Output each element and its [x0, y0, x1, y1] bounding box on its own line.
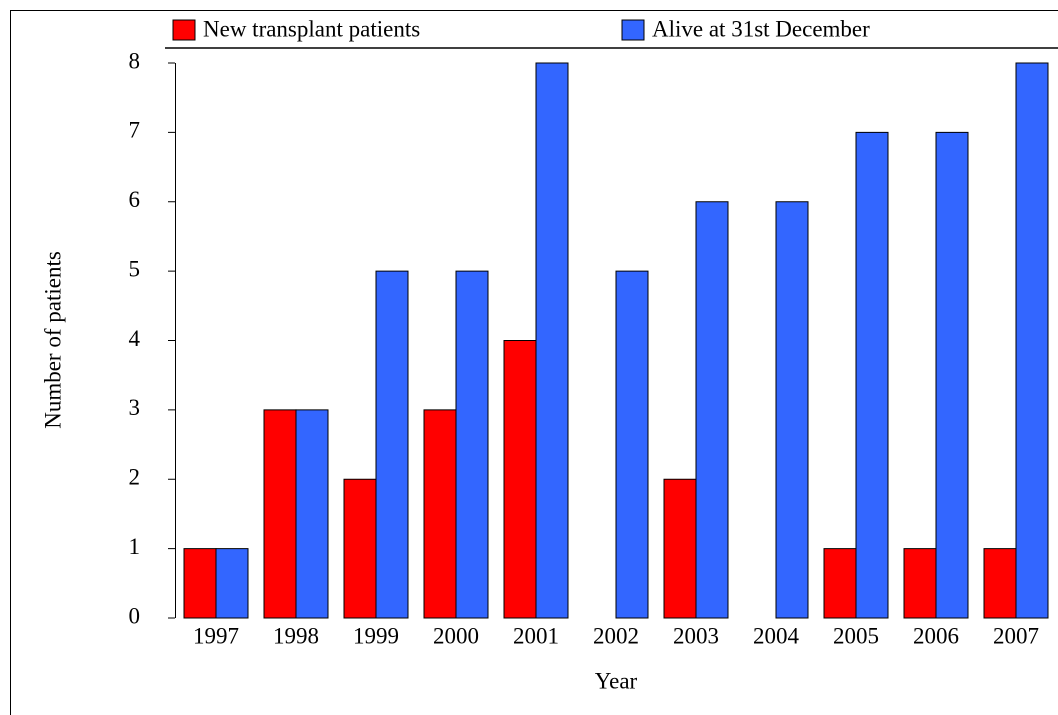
bar [935, 131, 969, 619]
y-tick-label: 7 [129, 118, 141, 143]
legend-label: New transplant patients [203, 16, 420, 41]
y-tick-label: 6 [129, 187, 141, 212]
x-axis-label: Year [595, 668, 638, 693]
y-tick-label: 3 [129, 395, 141, 420]
bar [855, 131, 889, 619]
bar [215, 548, 249, 619]
y-tick-label: 8 [129, 48, 141, 73]
bar [183, 548, 217, 619]
x-tick-label: 2004 [753, 623, 800, 648]
legend-swatch [172, 19, 196, 41]
bar [663, 478, 697, 619]
bar [823, 548, 857, 619]
bar [343, 478, 377, 619]
x-tick-label: 2007 [993, 623, 1039, 648]
x-tick-label: 1999 [353, 623, 399, 648]
bar [695, 201, 729, 619]
y-tick-label: 1 [129, 534, 141, 559]
bar [983, 548, 1017, 619]
bar [1015, 62, 1049, 619]
x-tick-label: 1998 [273, 623, 319, 648]
x-tick-label: 2006 [913, 623, 959, 648]
y-tick-label: 0 [129, 603, 141, 628]
bar [455, 270, 489, 619]
bar [775, 201, 809, 619]
y-tick-label: 5 [129, 256, 141, 281]
bar [375, 270, 409, 619]
legend-swatch [621, 19, 645, 41]
legend-label: Alive at 31st December [652, 16, 870, 41]
y-tick-label: 2 [129, 465, 141, 490]
x-tick-label: 2000 [433, 623, 479, 648]
bar [615, 270, 649, 619]
frame [10, 10, 1058, 715]
bar [535, 62, 569, 619]
y-axis-label: Number of patients [40, 251, 65, 429]
x-tick-label: 2002 [593, 623, 639, 648]
bar [423, 409, 457, 619]
bar [263, 409, 297, 619]
bar [503, 340, 537, 619]
y-tick-label: 4 [129, 326, 141, 351]
x-tick-label: 2001 [513, 623, 559, 648]
bar [295, 409, 329, 619]
x-tick-label: 1997 [193, 623, 239, 648]
x-tick-label: 2003 [673, 623, 719, 648]
x-tick-label: 2005 [833, 623, 879, 648]
bar [903, 548, 937, 619]
